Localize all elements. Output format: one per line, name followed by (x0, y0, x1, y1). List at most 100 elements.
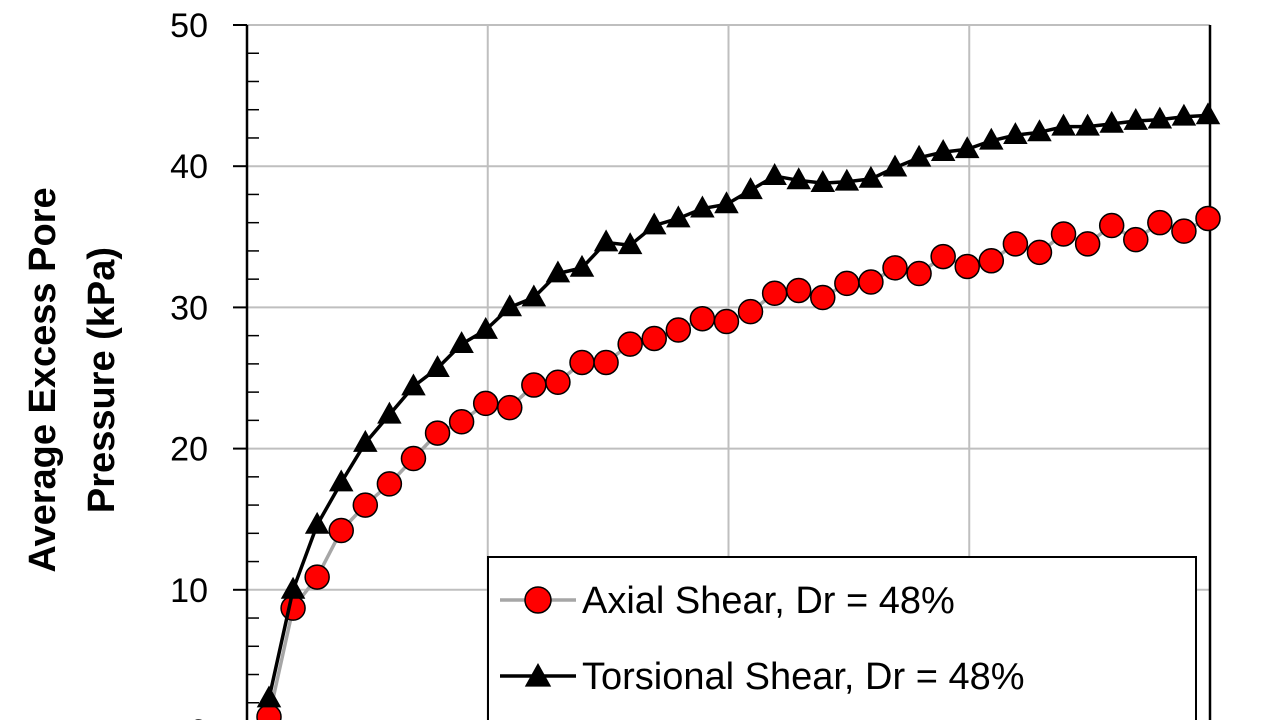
series-1 (256, 205, 1221, 720)
data-point (376, 471, 403, 497)
data-point (497, 294, 523, 317)
data-point (1195, 205, 1221, 232)
legend-item-2: Torsional Shear, Dr = 48% (500, 656, 1025, 698)
y-tick-label: 50 (170, 7, 208, 45)
data-point (858, 269, 884, 295)
data-point (377, 401, 402, 424)
data-point (762, 163, 787, 185)
y-tick-label: 30 (170, 289, 208, 327)
legend: Axial Shear, Dr = 48% Torsional Shear, Dr… (487, 556, 1197, 720)
data-point (834, 270, 860, 297)
data-point (328, 469, 354, 492)
y-tick-labels: 0 10 20 30 40 50 (170, 7, 208, 720)
data-point (304, 564, 330, 590)
series-line (267, 113, 1209, 699)
data-point (1027, 119, 1052, 142)
data-point (280, 595, 306, 621)
chart-series (256, 102, 1221, 720)
data-point (1051, 113, 1076, 136)
data-point (545, 369, 571, 395)
data-point (1003, 122, 1028, 145)
data-point (425, 355, 450, 378)
data-point (593, 349, 619, 376)
data-point (713, 308, 740, 335)
y-axis-label-line-1: Average Excess Pore (22, 187, 64, 572)
data-point (352, 492, 379, 518)
legend-marker (524, 662, 552, 687)
data-point (1026, 239, 1053, 266)
data-point (400, 445, 427, 472)
data-point (1098, 212, 1125, 239)
data-point (906, 144, 932, 167)
y-tick-label: 0 (189, 713, 208, 720)
data-point (617, 331, 643, 357)
data-point (666, 205, 691, 228)
data-point (882, 154, 908, 177)
data-point (353, 429, 378, 452)
data-point (641, 325, 667, 352)
data-point (1099, 110, 1124, 133)
data-point (328, 517, 354, 544)
data-point (1195, 102, 1221, 125)
data-point (448, 409, 475, 435)
data-point (1002, 231, 1029, 257)
legend-marker (524, 586, 552, 614)
data-point (593, 229, 619, 252)
legend-label: Torsional Shear, Dr = 48% (582, 656, 1025, 698)
data-point (690, 195, 715, 218)
data-point (1123, 226, 1149, 253)
data-point (1075, 113, 1100, 136)
data-point (497, 394, 523, 421)
data-point (906, 260, 932, 287)
data-point (810, 284, 836, 311)
legend-label: Axial Shear, Dr = 48% (582, 580, 955, 622)
data-point (1171, 103, 1197, 126)
y-tick-label: 10 (170, 572, 208, 610)
data-point (617, 232, 643, 255)
data-point (521, 372, 547, 398)
data-point (738, 177, 763, 200)
chart-axes (233, 24, 1212, 720)
y-axis-label-line-2: Pressure (kPa) (81, 247, 123, 513)
y-axis-label: Average Excess Pore Pressure (kPa) (22, 187, 123, 572)
data-point (689, 305, 716, 332)
data-point (424, 420, 451, 446)
data-point (473, 316, 498, 339)
data-point (521, 284, 547, 307)
data-point (545, 260, 571, 283)
data-point (810, 170, 836, 193)
series-2 (256, 102, 1221, 708)
data-point (256, 685, 282, 708)
data-point (930, 243, 956, 270)
data-point (1074, 231, 1101, 257)
data-point (785, 277, 812, 304)
data-point (834, 168, 860, 191)
data-point (1147, 106, 1173, 129)
data-point (569, 254, 595, 277)
data-point (1050, 221, 1077, 247)
y-tick-label: 40 (170, 148, 208, 186)
data-point (786, 167, 811, 190)
legend-box (487, 556, 1197, 720)
data-point (978, 248, 1005, 274)
data-point (761, 280, 788, 307)
data-point (954, 136, 980, 159)
data-point (472, 390, 499, 417)
data-point (449, 331, 474, 354)
legend-item-1: Axial Shear, Dr = 48% (500, 580, 955, 622)
y-tick-label: 20 (170, 431, 208, 469)
data-point (979, 127, 1004, 150)
data-point (882, 255, 908, 281)
data-point (641, 212, 667, 235)
data-point (1147, 209, 1173, 236)
data-point (714, 191, 739, 214)
data-point (280, 576, 306, 599)
data-point (1171, 218, 1197, 244)
data-point (1123, 107, 1149, 130)
data-point (737, 298, 764, 325)
series-line (267, 216, 1209, 718)
data-point (569, 349, 595, 376)
data-point (930, 139, 956, 161)
data-point (401, 373, 426, 396)
